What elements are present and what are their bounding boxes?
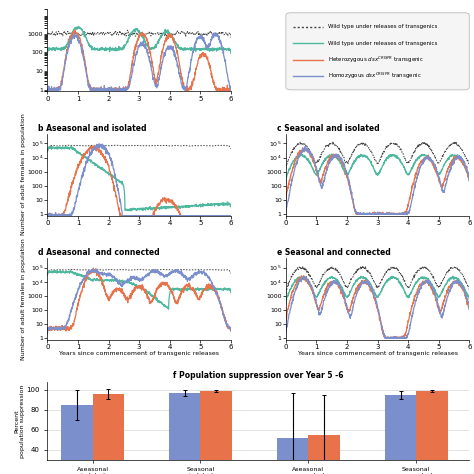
Y-axis label: Percent
population suppression: Percent population suppression xyxy=(14,384,25,457)
Text: Wild type under releases of transgenics: Wild type under releases of transgenics xyxy=(328,41,438,46)
Text: Heterozygous $dsx^{CRISPR}$ transgenic: Heterozygous $dsx^{CRISPR}$ transgenic xyxy=(328,55,424,64)
Y-axis label: Number of adult females in population: Number of adult females in population xyxy=(21,114,27,236)
Text: Homozygous $dsx^{CRISPR}$ transgenic: Homozygous $dsx^{CRISPR}$ transgenic xyxy=(328,71,422,81)
FancyBboxPatch shape xyxy=(286,13,469,90)
Bar xyxy=(92,394,124,474)
Bar xyxy=(61,405,92,474)
X-axis label: Years since commencement of transgenic releases: Years since commencement of transgenic r… xyxy=(298,351,457,356)
Bar xyxy=(385,395,416,474)
Bar xyxy=(416,391,447,474)
Y-axis label: Number of adult females in population: Number of adult females in population xyxy=(21,238,27,360)
Text: b Aseasonal and isolated: b Aseasonal and isolated xyxy=(38,124,147,133)
Title: f Population suppression over Year 5 -6: f Population suppression over Year 5 -6 xyxy=(173,371,344,380)
Bar xyxy=(277,438,309,474)
Text: c Seasonal and isolated: c Seasonal and isolated xyxy=(277,124,379,133)
Bar xyxy=(309,435,340,474)
Text: e Seasonal and connected: e Seasonal and connected xyxy=(277,248,391,257)
Bar xyxy=(201,391,232,474)
X-axis label: Years since commencement of transgenic releases: Years since commencement of transgenic r… xyxy=(59,351,219,356)
Bar xyxy=(169,393,201,474)
Text: Wild type under releases of transgenics: Wild type under releases of transgenics xyxy=(328,24,438,29)
Text: d Aseasonal  and connected: d Aseasonal and connected xyxy=(38,248,160,257)
